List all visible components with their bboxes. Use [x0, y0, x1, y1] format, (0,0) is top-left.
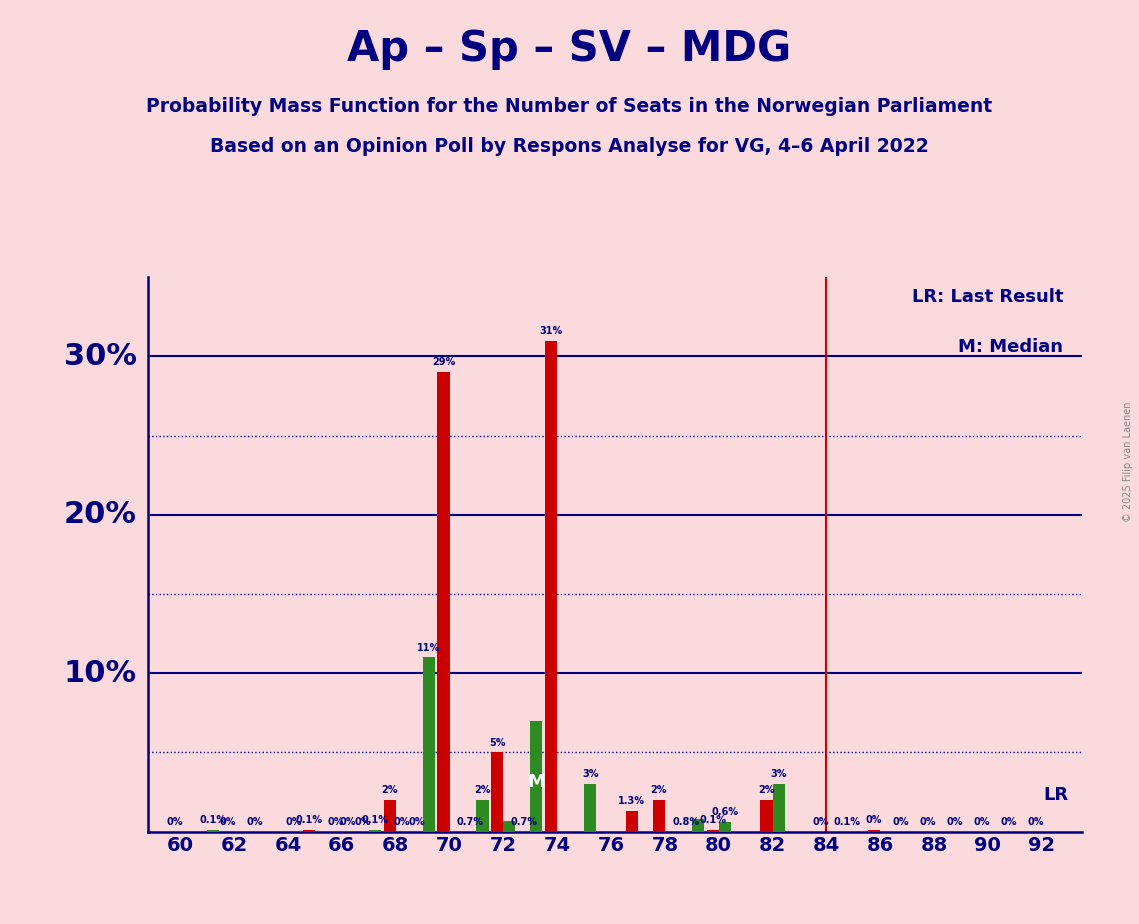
- Bar: [868, 830, 880, 832]
- Text: © 2025 Filip van Laenen: © 2025 Filip van Laenen: [1123, 402, 1133, 522]
- Text: LR: Last Result: LR: Last Result: [912, 288, 1064, 306]
- Text: 20%: 20%: [64, 500, 137, 529]
- Text: 30%: 30%: [64, 342, 137, 371]
- Bar: [719, 822, 731, 832]
- Text: 2%: 2%: [759, 785, 775, 796]
- Text: 0.1%: 0.1%: [834, 817, 861, 827]
- Text: 0.1%: 0.1%: [199, 815, 227, 825]
- Bar: [546, 341, 557, 832]
- Bar: [423, 657, 435, 832]
- Text: 0.6%: 0.6%: [711, 808, 738, 818]
- Bar: [384, 800, 395, 832]
- Bar: [584, 784, 596, 832]
- Text: 3%: 3%: [770, 770, 787, 779]
- Text: 0%: 0%: [328, 817, 344, 827]
- Text: 0%: 0%: [220, 817, 237, 827]
- Bar: [653, 800, 665, 832]
- Bar: [369, 830, 380, 832]
- Text: 0.1%: 0.1%: [361, 815, 388, 825]
- Text: 29%: 29%: [432, 358, 456, 368]
- Bar: [625, 811, 638, 832]
- Bar: [503, 821, 516, 832]
- Text: 0%: 0%: [286, 817, 302, 827]
- Bar: [491, 752, 503, 832]
- Text: 0%: 0%: [393, 817, 410, 827]
- Text: 5%: 5%: [489, 737, 506, 748]
- Text: 0.7%: 0.7%: [457, 817, 484, 827]
- Text: 0%: 0%: [339, 817, 357, 827]
- Text: 0%: 0%: [893, 817, 909, 827]
- Text: 0%: 0%: [408, 817, 425, 827]
- Text: 2%: 2%: [382, 785, 398, 796]
- Text: M: Median: M: Median: [958, 338, 1064, 356]
- Bar: [691, 819, 704, 832]
- Text: LR: LR: [1043, 786, 1068, 804]
- Bar: [772, 784, 785, 832]
- Text: 1.3%: 1.3%: [618, 796, 646, 807]
- Text: 0%: 0%: [812, 817, 828, 827]
- Text: 2%: 2%: [474, 785, 491, 796]
- Bar: [207, 830, 220, 832]
- Bar: [437, 372, 450, 832]
- Text: 3%: 3%: [582, 770, 598, 779]
- Text: M: M: [527, 772, 546, 791]
- Text: 0%: 0%: [866, 815, 883, 825]
- Text: 11%: 11%: [417, 642, 441, 652]
- Text: 2%: 2%: [650, 785, 667, 796]
- Text: Based on an Opinion Poll by Respons Analyse for VG, 4–6 April 2022: Based on an Opinion Poll by Respons Anal…: [210, 137, 929, 156]
- Text: 0.8%: 0.8%: [672, 817, 699, 827]
- Bar: [706, 830, 719, 832]
- Text: 31%: 31%: [540, 326, 563, 335]
- Bar: [531, 721, 542, 832]
- Text: 0.1%: 0.1%: [295, 815, 322, 825]
- Text: 0%: 0%: [919, 817, 936, 827]
- Bar: [303, 830, 316, 832]
- Text: 0%: 0%: [947, 817, 964, 827]
- Text: 0%: 0%: [247, 817, 263, 827]
- Text: 0%: 0%: [1000, 817, 1017, 827]
- Text: 0.1%: 0.1%: [699, 815, 727, 825]
- Text: 0%: 0%: [354, 817, 371, 827]
- Text: 0%: 0%: [166, 817, 182, 827]
- Bar: [761, 800, 772, 832]
- Text: 0%: 0%: [974, 817, 990, 827]
- Text: Probability Mass Function for the Number of Seats in the Norwegian Parliament: Probability Mass Function for the Number…: [147, 97, 992, 116]
- Text: 0.7%: 0.7%: [510, 817, 538, 827]
- Text: Ap – Sp – SV – MDG: Ap – Sp – SV – MDG: [347, 28, 792, 69]
- Bar: [476, 800, 489, 832]
- Text: 10%: 10%: [64, 659, 137, 687]
- Text: 0%: 0%: [1027, 817, 1043, 827]
